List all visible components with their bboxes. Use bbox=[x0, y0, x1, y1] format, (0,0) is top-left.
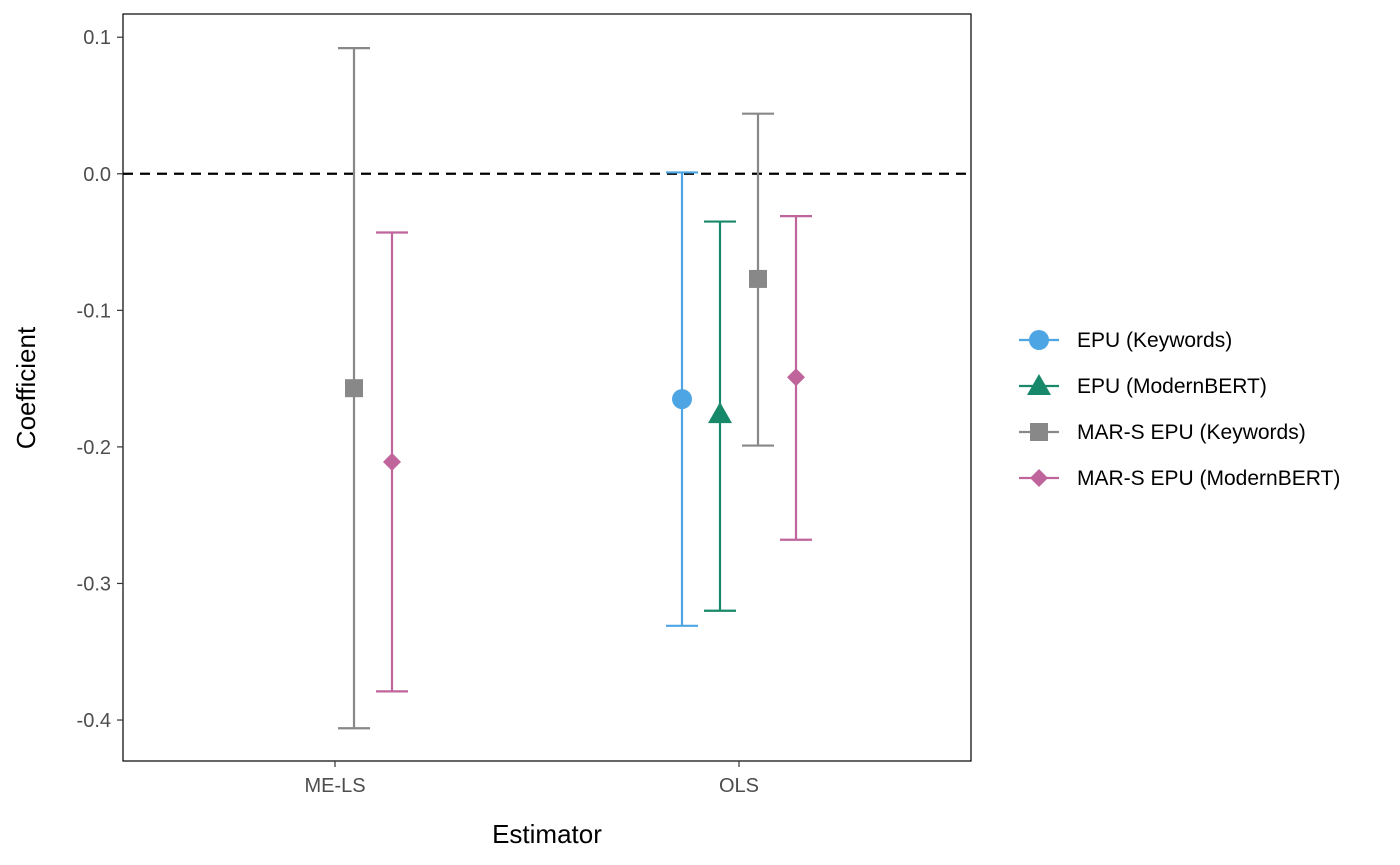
y-tick-label: 0.0 bbox=[83, 164, 111, 186]
error-bar-group bbox=[666, 171, 698, 627]
legend-item: MAR-S EPU (ModernBERT) bbox=[1019, 467, 1340, 490]
y-axis-title: Coefficient bbox=[11, 326, 41, 449]
point-estimate-triangle bbox=[708, 402, 732, 424]
x-axis: ME-LS OLS bbox=[304, 761, 759, 797]
legend-key-triangle bbox=[1027, 374, 1051, 395]
legend-item: EPU (ModernBERT) bbox=[1019, 374, 1267, 398]
legend: EPU (Keywords) EPU (ModernBERT) MAR-S EPU … bbox=[1019, 329, 1340, 490]
y-tick-label: -0.1 bbox=[77, 300, 111, 322]
error-bar-group bbox=[338, 47, 370, 730]
error-bar-group bbox=[704, 220, 736, 612]
legend-key-circle bbox=[1029, 330, 1049, 350]
y-axis: 0.1 0.0 -0.1 -0.2 -0.3 -0.4 bbox=[77, 27, 123, 732]
plot-panel bbox=[122, 13, 972, 762]
error-bars bbox=[338, 47, 812, 730]
x-axis-title: Estimator bbox=[492, 819, 602, 849]
legend-item: MAR-S EPU (Keywords) bbox=[1019, 421, 1306, 444]
y-tick-label: -0.4 bbox=[77, 710, 111, 732]
legend-label: MAR-S EPU (Keywords) bbox=[1077, 421, 1306, 444]
point-estimate-diamond bbox=[383, 452, 401, 471]
legend-key-square bbox=[1030, 423, 1048, 441]
legend-label: EPU (Keywords) bbox=[1077, 329, 1232, 352]
x-tick-label: ME-LS bbox=[304, 775, 365, 797]
error-bar-group bbox=[376, 231, 408, 693]
legend-label: EPU (ModernBERT) bbox=[1077, 375, 1267, 398]
y-tick-label: -0.3 bbox=[77, 573, 111, 595]
error-bar-group bbox=[742, 112, 774, 447]
point-estimate-square bbox=[345, 379, 363, 398]
y-tick-label: -0.2 bbox=[77, 437, 111, 459]
legend-item: EPU (Keywords) bbox=[1019, 329, 1232, 352]
point-estimate-diamond bbox=[787, 368, 805, 387]
point-estimate-circle bbox=[672, 389, 692, 410]
y-tick-label: 0.1 bbox=[83, 27, 111, 49]
error-bar-group bbox=[780, 215, 812, 541]
legend-label: MAR-S EPU (ModernBERT) bbox=[1077, 467, 1340, 490]
x-tick-label: OLS bbox=[719, 775, 759, 797]
point-estimate-square bbox=[749, 269, 767, 288]
legend-key-diamond bbox=[1030, 469, 1048, 487]
